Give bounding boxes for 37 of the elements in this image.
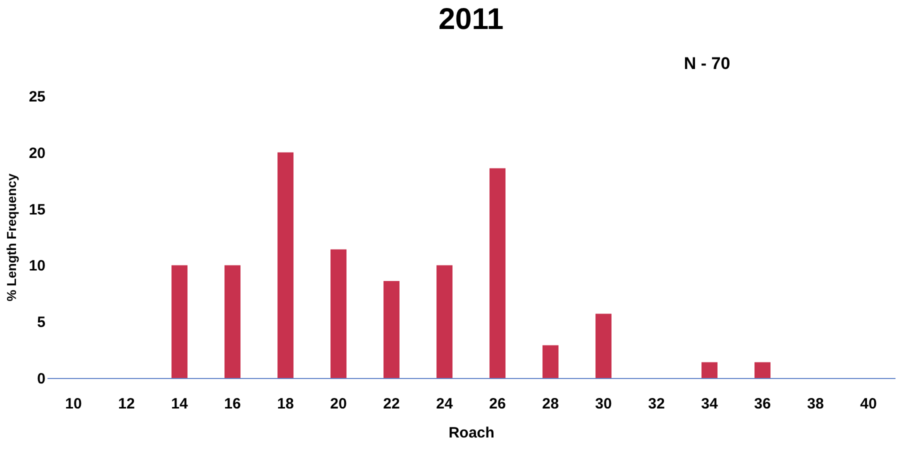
- y-tick-label: 15: [28, 201, 46, 218]
- y-tick-label: 20: [28, 144, 46, 162]
- bar: [490, 168, 506, 378]
- x-tick-label: 36: [754, 396, 771, 412]
- chart-title: 2011: [438, 3, 504, 36]
- x-tick-label: 22: [383, 396, 400, 412]
- bar: [384, 280, 400, 378]
- x-tick-label: 38: [807, 396, 824, 412]
- bar: [278, 152, 294, 378]
- bar: [754, 362, 770, 378]
- x-tick-label: 34: [701, 396, 718, 412]
- x-tick-label: 24: [436, 396, 454, 412]
- bar: [436, 265, 452, 378]
- bar: [542, 345, 558, 378]
- y-tick-label: 5: [37, 314, 46, 332]
- x-tick-label: 10: [65, 396, 82, 412]
- x-tick-label: 20: [330, 396, 347, 412]
- x-tick-label: 40: [860, 396, 877, 412]
- y-tick-label: 0: [37, 370, 46, 388]
- x-tick-label: 18: [277, 396, 294, 412]
- y-axis-title: % Length Frequency: [4, 172, 19, 302]
- bar: [596, 314, 612, 378]
- bar: [224, 265, 240, 378]
- x-tick-label: 32: [648, 396, 665, 412]
- x-tick-label: 14: [171, 396, 188, 412]
- x-tick-label: 28: [542, 396, 559, 412]
- x-axis-title: Roach: [448, 424, 494, 442]
- bar: [702, 362, 718, 378]
- text: N - 70: [684, 54, 730, 73]
- bar: [172, 265, 188, 378]
- bar: [330, 249, 346, 378]
- y-tick-label: 10: [28, 258, 46, 275]
- x-tick-label: 26: [489, 396, 506, 412]
- y-tick-label: 25: [28, 88, 46, 106]
- x-tick-label: 30: [595, 396, 612, 412]
- x-tick-label: 16: [224, 396, 241, 412]
- x-tick-label: 12: [118, 396, 135, 412]
